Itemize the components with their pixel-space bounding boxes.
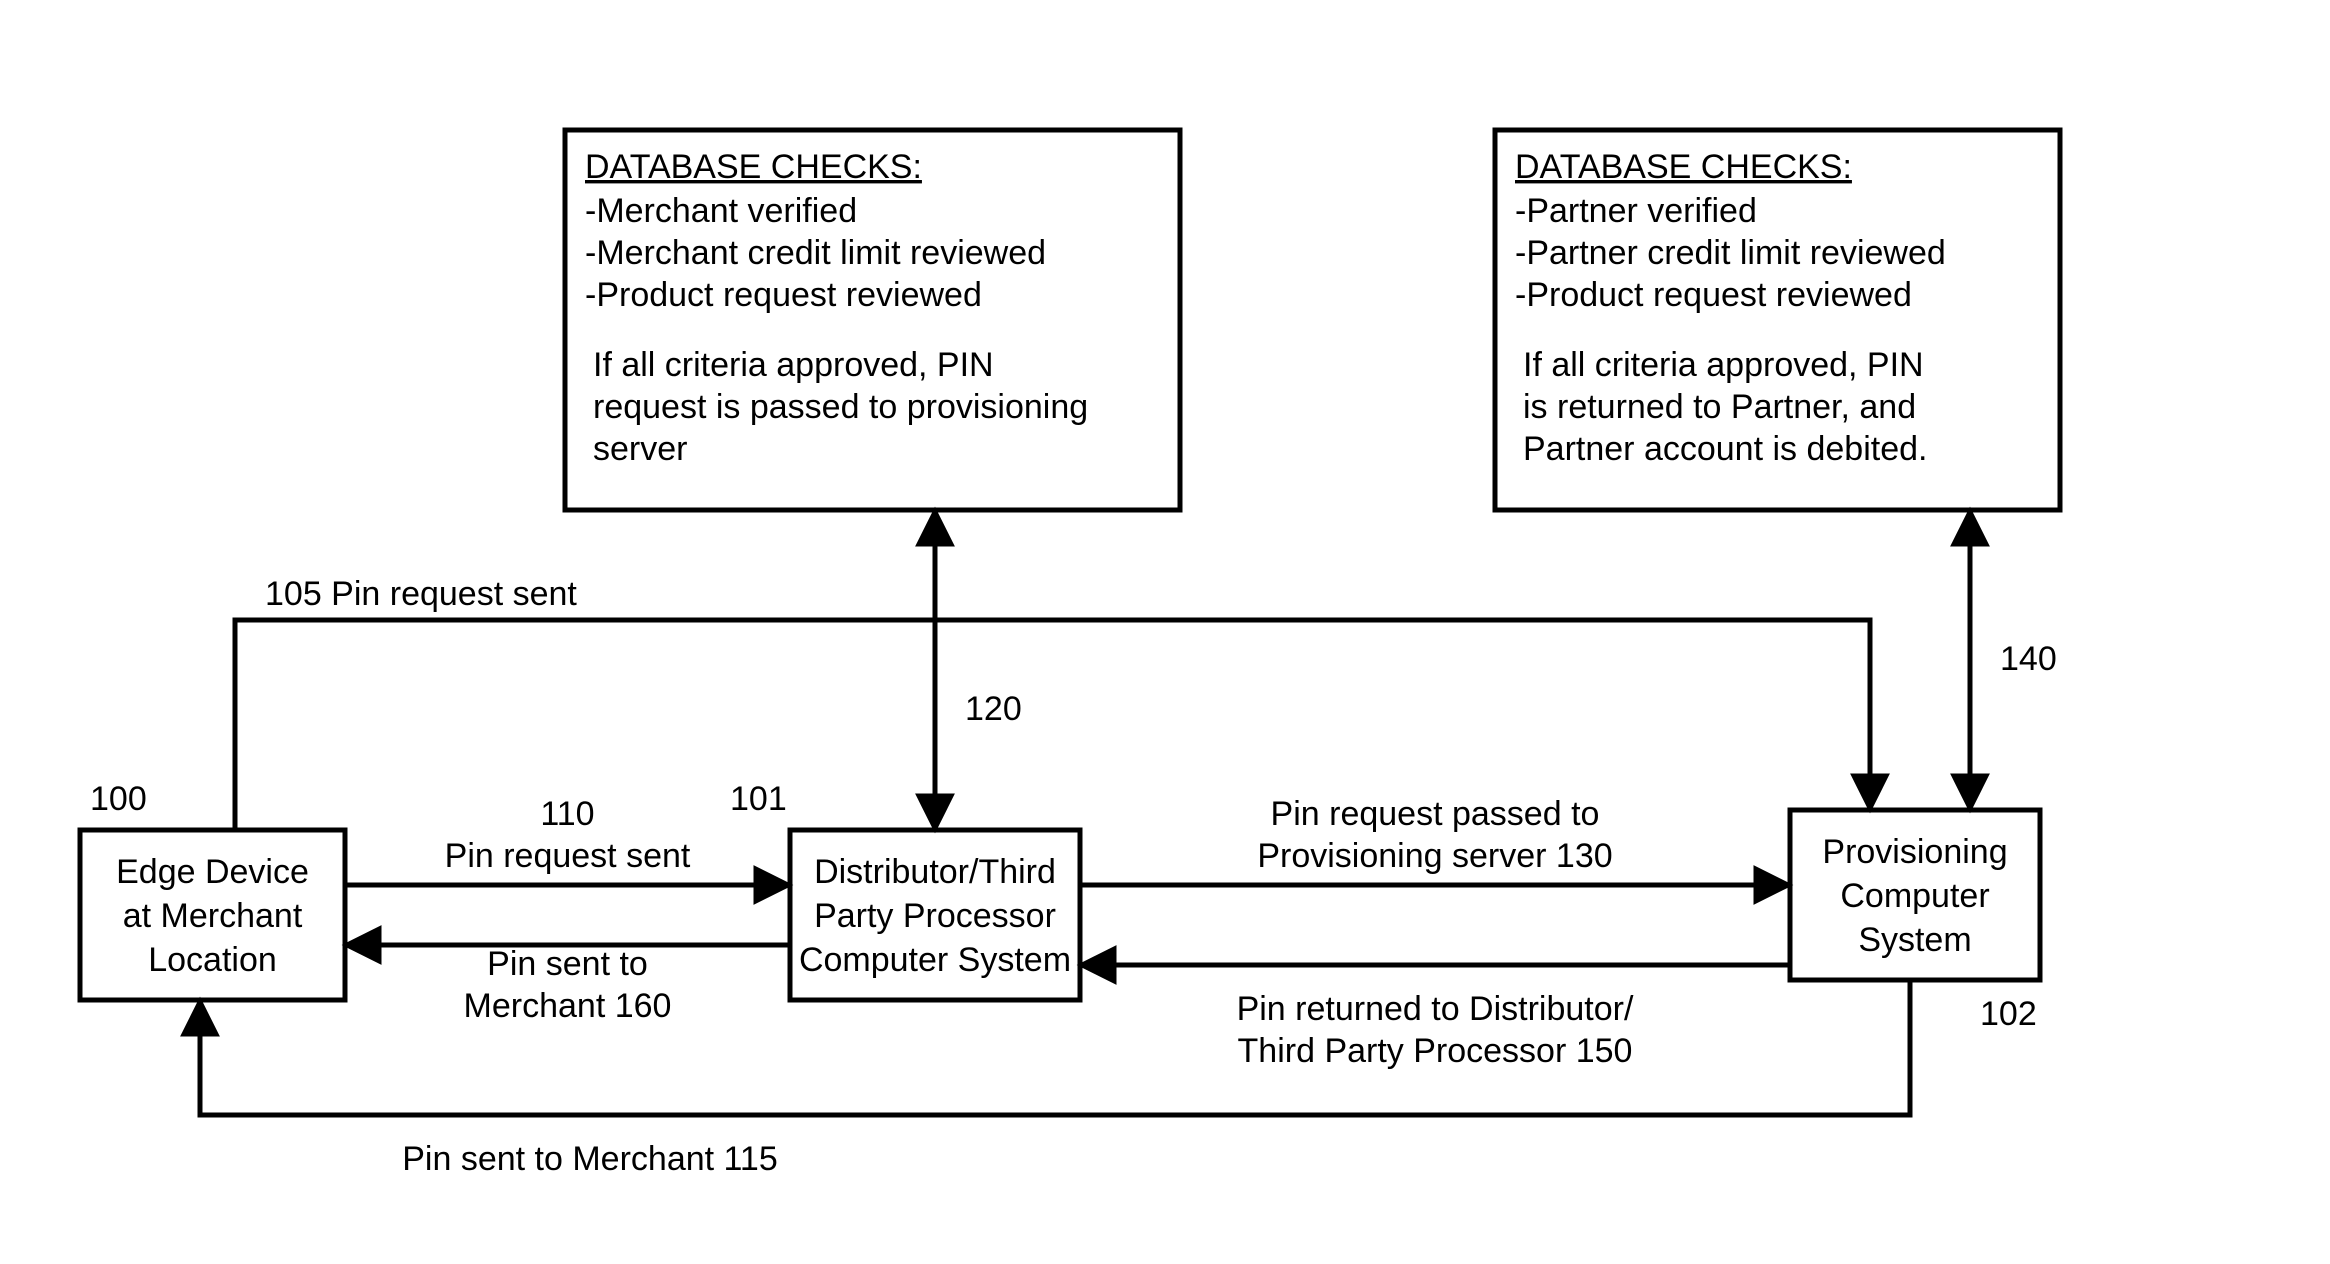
db-checks-partner-box-footer: is returned to Partner, and (1523, 388, 1916, 426)
distributor-box-label: Computer System (799, 941, 1071, 979)
db-checks-merchant-box-footer: If all criteria approved, PIN (593, 346, 994, 384)
db-checks-partner-box-bullet: -Product request reviewed (1515, 276, 1912, 314)
db-checks-partner-box-footer: Partner account is debited. (1523, 430, 1927, 468)
ref-100: 100 (90, 780, 147, 818)
ref-110: 110 (540, 795, 594, 833)
label-130-2: Provisioning server 130 (1257, 837, 1612, 875)
label-130-1: Pin request passed to (1271, 795, 1600, 833)
db-checks-merchant-box-bullet: -Merchant verified (585, 192, 857, 230)
distributor-box-label: Party Processor (814, 897, 1056, 935)
db-checks-partner-box-header: DATABASE CHECKS: (1515, 148, 1852, 186)
ref-120: 120 (965, 690, 1022, 728)
label-105: 105 Pin request sent (265, 575, 577, 613)
edge-device-box-label: Edge Device (116, 853, 309, 891)
provisioning-box-label: Provisioning (1822, 833, 2007, 871)
edge-device-box-label: at Merchant (123, 897, 303, 935)
db-checks-merchant-box-bullet: -Product request reviewed (585, 276, 982, 314)
ref-140: 140 (2000, 640, 2057, 678)
provisioning-box-label: Computer (1840, 877, 1989, 915)
db-checks-merchant-box-footer: server (593, 430, 687, 468)
db-checks-merchant-box-header: DATABASE CHECKS: (585, 148, 922, 186)
label-115: Pin sent to Merchant 115 (402, 1140, 777, 1178)
db-checks-partner-box-bullet: -Partner credit limit reviewed (1515, 234, 1946, 272)
edge-device-box-label: Location (148, 941, 277, 979)
label-150-2: Third Party Processor 150 (1238, 1032, 1633, 1070)
ref-101: 101 (730, 780, 787, 818)
db-checks-partner-box-bullet: -Partner verified (1515, 192, 1757, 230)
label-110: Pin request sent (445, 837, 691, 875)
label-160-1: Pin sent to (487, 945, 648, 983)
label-150-1: Pin returned to Distributor/ (1237, 990, 1634, 1028)
db-checks-merchant-box-bullet: -Merchant credit limit reviewed (585, 234, 1046, 272)
db-checks-partner-box-footer: If all criteria approved, PIN (1523, 346, 1924, 384)
ref-102: 102 (1980, 995, 2037, 1033)
distributor-box-label: Distributor/Third (814, 853, 1056, 891)
db-checks-merchant-box-footer: request is passed to provisioning (593, 388, 1088, 426)
label-160-2: Merchant 160 (464, 987, 672, 1025)
edge-105 (235, 620, 1870, 830)
provisioning-box-label: System (1858, 921, 1971, 959)
